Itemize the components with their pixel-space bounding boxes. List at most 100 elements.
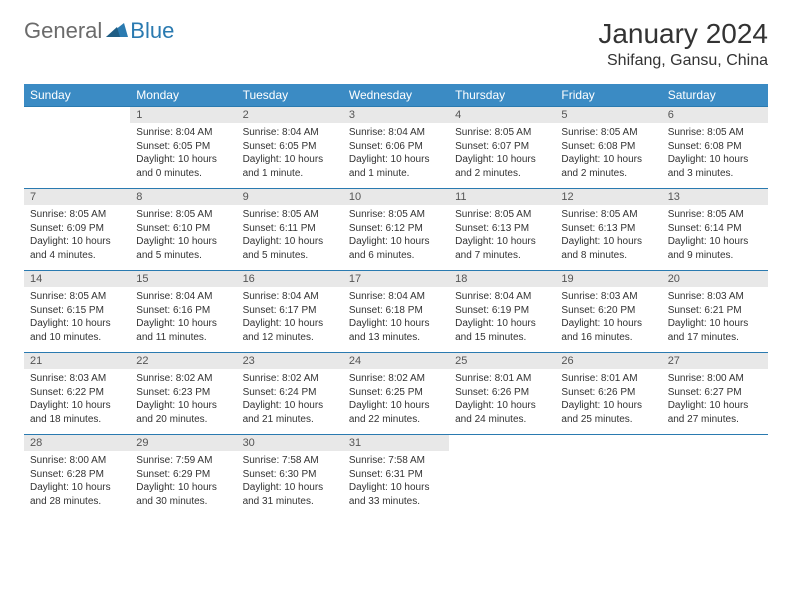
col-tuesday: Tuesday <box>237 84 343 107</box>
daylight-line: Daylight: 10 hours and 31 minutes. <box>243 481 337 508</box>
day-number: 9 <box>237 189 343 205</box>
sunset-line: Sunset: 6:28 PM <box>30 468 124 482</box>
sunrise-line: Sunrise: 8:04 AM <box>136 290 230 304</box>
sunrise-line: Sunrise: 8:01 AM <box>561 372 655 386</box>
sunset-line: Sunset: 6:10 PM <box>136 222 230 236</box>
logo-text-general: General <box>24 18 102 44</box>
location-label: Shifang, Gansu, China <box>598 52 768 70</box>
day-number: 7 <box>24 189 130 205</box>
daylight-line: Daylight: 10 hours and 8 minutes. <box>561 235 655 262</box>
sunset-line: Sunset: 6:29 PM <box>136 468 230 482</box>
calendar-day-cell: 22Sunrise: 8:02 AMSunset: 6:23 PMDayligh… <box>130 353 236 435</box>
sunset-line: Sunset: 6:22 PM <box>30 386 124 400</box>
calendar-day-cell: .. <box>662 435 768 517</box>
day-number: 8 <box>130 189 236 205</box>
day-number: 1 <box>130 107 236 123</box>
day-number: 28 <box>24 435 130 451</box>
calendar-day-cell: 10Sunrise: 8:05 AMSunset: 6:12 PMDayligh… <box>343 189 449 271</box>
day-number: 16 <box>237 271 343 287</box>
sunrise-line: Sunrise: 8:05 AM <box>243 208 337 222</box>
day-number: 27 <box>662 353 768 369</box>
day-details: Sunrise: 8:02 AMSunset: 6:25 PMDaylight:… <box>343 369 449 430</box>
calendar-body: .. 1Sunrise: 8:04 AMSunset: 6:05 PMDaylig… <box>24 107 768 517</box>
day-details: Sunrise: 8:04 AMSunset: 6:05 PMDaylight:… <box>130 123 236 184</box>
sunset-line: Sunset: 6:14 PM <box>668 222 762 236</box>
sunrise-line: Sunrise: 8:01 AM <box>455 372 549 386</box>
calendar-day-cell: 5Sunrise: 8:05 AMSunset: 6:08 PMDaylight… <box>555 107 661 189</box>
day-details: Sunrise: 8:05 AMSunset: 6:07 PMDaylight:… <box>449 123 555 184</box>
col-saturday: Saturday <box>662 84 768 107</box>
title-block: January 2024 Shifang, Gansu, China <box>598 18 768 70</box>
logo-text-blue: Blue <box>130 18 174 44</box>
calendar-day-cell: 20Sunrise: 8:03 AMSunset: 6:21 PMDayligh… <box>662 271 768 353</box>
day-details: Sunrise: 8:00 AMSunset: 6:27 PMDaylight:… <box>662 369 768 430</box>
daylight-line: Daylight: 10 hours and 13 minutes. <box>349 317 443 344</box>
sunrise-line: Sunrise: 8:05 AM <box>349 208 443 222</box>
day-number: 14 <box>24 271 130 287</box>
daylight-line: Daylight: 10 hours and 24 minutes. <box>455 399 549 426</box>
sunrise-line: Sunrise: 8:05 AM <box>30 208 124 222</box>
daylight-line: Daylight: 10 hours and 12 minutes. <box>243 317 337 344</box>
sunrise-line: Sunrise: 8:05 AM <box>668 208 762 222</box>
daylight-line: Daylight: 10 hours and 5 minutes. <box>243 235 337 262</box>
calendar-table: Sunday Monday Tuesday Wednesday Thursday… <box>24 84 768 517</box>
sunset-line: Sunset: 6:09 PM <box>30 222 124 236</box>
day-number: 22 <box>130 353 236 369</box>
sunset-line: Sunset: 6:25 PM <box>349 386 443 400</box>
logo-triangle-icon <box>106 21 128 42</box>
daylight-line: Daylight: 10 hours and 2 minutes. <box>561 153 655 180</box>
sunset-line: Sunset: 6:13 PM <box>455 222 549 236</box>
col-monday: Monday <box>130 84 236 107</box>
calendar-day-cell: 19Sunrise: 8:03 AMSunset: 6:20 PMDayligh… <box>555 271 661 353</box>
sunrise-line: Sunrise: 8:04 AM <box>243 290 337 304</box>
day-details: Sunrise: 8:01 AMSunset: 6:26 PMDaylight:… <box>555 369 661 430</box>
sunrise-line: Sunrise: 8:05 AM <box>668 126 762 140</box>
daylight-line: Daylight: 10 hours and 20 minutes. <box>136 399 230 426</box>
calendar-day-cell: 17Sunrise: 8:04 AMSunset: 6:18 PMDayligh… <box>343 271 449 353</box>
sunrise-line: Sunrise: 7:58 AM <box>243 454 337 468</box>
calendar-day-cell: 9 Sunrise: 8:05 AMSunset: 6:11 PMDaylight… <box>237 189 343 271</box>
sunset-line: Sunset: 6:11 PM <box>243 222 337 236</box>
daylight-line: Daylight: 10 hours and 9 minutes. <box>668 235 762 262</box>
sunrise-line: Sunrise: 8:05 AM <box>561 208 655 222</box>
day-details: Sunrise: 8:05 AMSunset: 6:08 PMDaylight:… <box>662 123 768 184</box>
sunset-line: Sunset: 6:08 PM <box>668 140 762 154</box>
sunrise-line: Sunrise: 8:00 AM <box>30 454 124 468</box>
sunrise-line: Sunrise: 8:05 AM <box>455 208 549 222</box>
day-number: 24 <box>343 353 449 369</box>
sunrise-line: Sunrise: 8:00 AM <box>668 372 762 386</box>
sunset-line: Sunset: 6:07 PM <box>455 140 549 154</box>
sunrise-line: Sunrise: 8:02 AM <box>349 372 443 386</box>
sunrise-line: Sunrise: 8:04 AM <box>243 126 337 140</box>
calendar-day-cell: 13Sunrise: 8:05 AMSunset: 6:14 PMDayligh… <box>662 189 768 271</box>
col-thursday: Thursday <box>449 84 555 107</box>
day-number: 20 <box>662 271 768 287</box>
day-details: Sunrise: 8:05 AMSunset: 6:15 PMDaylight:… <box>24 287 130 348</box>
daylight-line: Daylight: 10 hours and 4 minutes. <box>30 235 124 262</box>
sunset-line: Sunset: 6:12 PM <box>349 222 443 236</box>
sunrise-line: Sunrise: 8:05 AM <box>455 126 549 140</box>
calendar-day-cell: 31Sunrise: 7:58 AMSunset: 6:31 PMDayligh… <box>343 435 449 517</box>
calendar-day-cell: 24Sunrise: 8:02 AMSunset: 6:25 PMDayligh… <box>343 353 449 435</box>
day-details: Sunrise: 8:05 AMSunset: 6:09 PMDaylight:… <box>24 205 130 266</box>
daylight-line: Daylight: 10 hours and 1 minute. <box>243 153 337 180</box>
calendar-day-cell: 7Sunrise: 8:05 AMSunset: 6:09 PMDaylight… <box>24 189 130 271</box>
day-number: 6 <box>662 107 768 123</box>
daylight-line: Daylight: 10 hours and 21 minutes. <box>243 399 337 426</box>
calendar-day-cell: 4Sunrise: 8:05 AMSunset: 6:07 PMDaylight… <box>449 107 555 189</box>
daylight-line: Daylight: 10 hours and 5 minutes. <box>136 235 230 262</box>
col-wednesday: Wednesday <box>343 84 449 107</box>
day-details: Sunrise: 8:04 AMSunset: 6:16 PMDaylight:… <box>130 287 236 348</box>
day-number: 3 <box>343 107 449 123</box>
calendar-day-cell: 12Sunrise: 8:05 AMSunset: 6:13 PMDayligh… <box>555 189 661 271</box>
col-friday: Friday <box>555 84 661 107</box>
day-details: Sunrise: 8:04 AMSunset: 6:05 PMDaylight:… <box>237 123 343 184</box>
day-details: Sunrise: 8:05 AMSunset: 6:13 PMDaylight:… <box>555 205 661 266</box>
sunset-line: Sunset: 6:19 PM <box>455 304 549 318</box>
sunset-line: Sunset: 6:31 PM <box>349 468 443 482</box>
daylight-line: Daylight: 10 hours and 22 minutes. <box>349 399 443 426</box>
header: General Blue January 2024 Shifang, Gansu… <box>24 18 768 70</box>
day-number: 25 <box>449 353 555 369</box>
daylight-line: Daylight: 10 hours and 11 minutes. <box>136 317 230 344</box>
daylight-line: Daylight: 10 hours and 7 minutes. <box>455 235 549 262</box>
